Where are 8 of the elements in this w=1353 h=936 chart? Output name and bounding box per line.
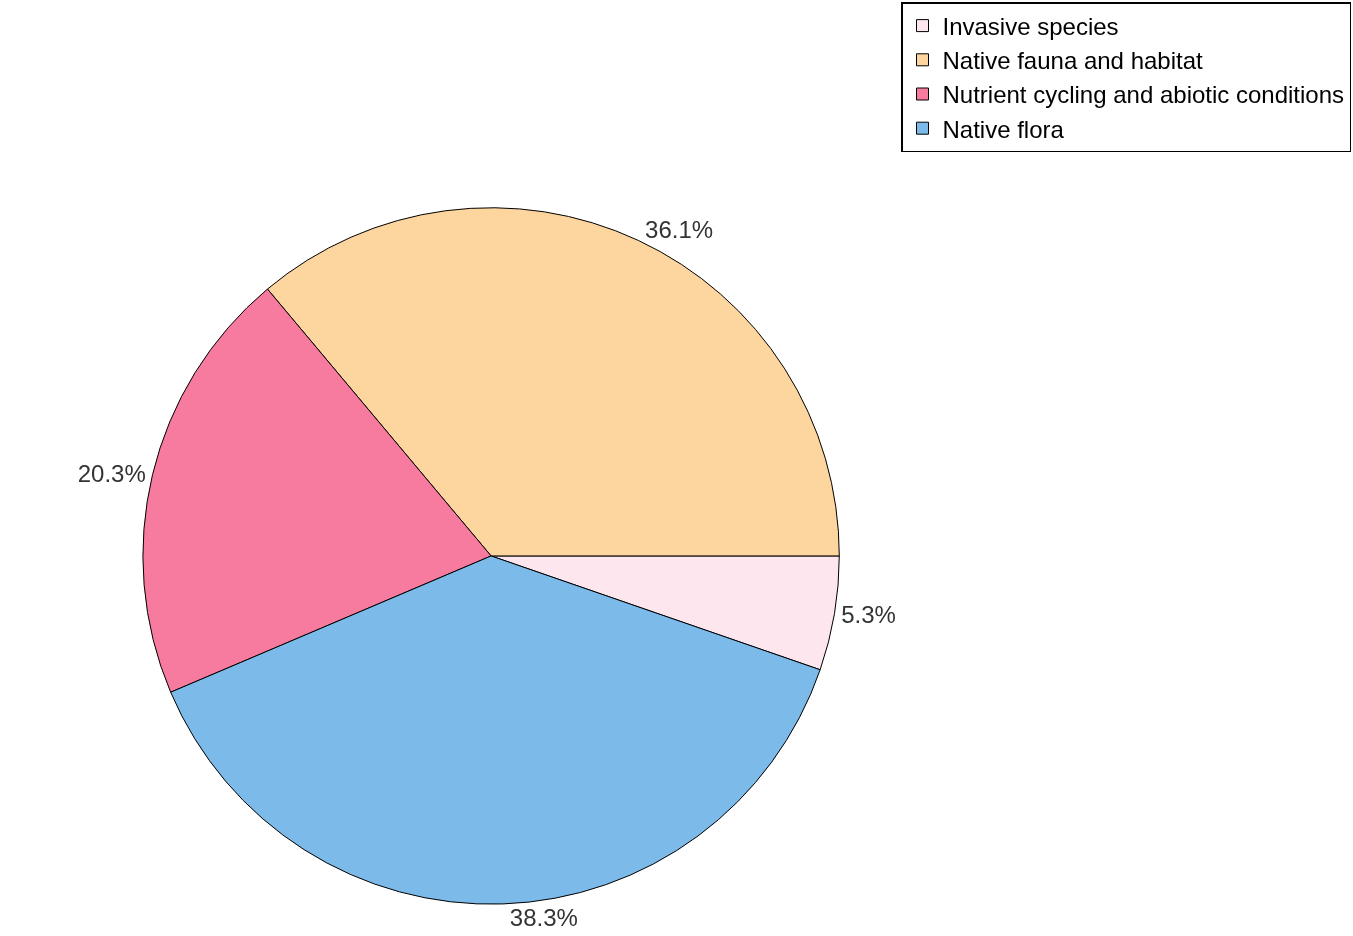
legend-label: Invasive species bbox=[942, 12, 1119, 40]
legend-label: Native fauna and habitat bbox=[942, 47, 1204, 75]
data-label: 20.3% bbox=[77, 460, 146, 488]
data-label: 38.3% bbox=[509, 903, 578, 931]
data-label: 5.3% bbox=[841, 600, 896, 628]
legend-label: Nutrient cycling and abiotic conditions bbox=[942, 81, 1345, 109]
legend-label: Native flora bbox=[942, 115, 1065, 143]
data-label: 36.1% bbox=[645, 215, 714, 243]
